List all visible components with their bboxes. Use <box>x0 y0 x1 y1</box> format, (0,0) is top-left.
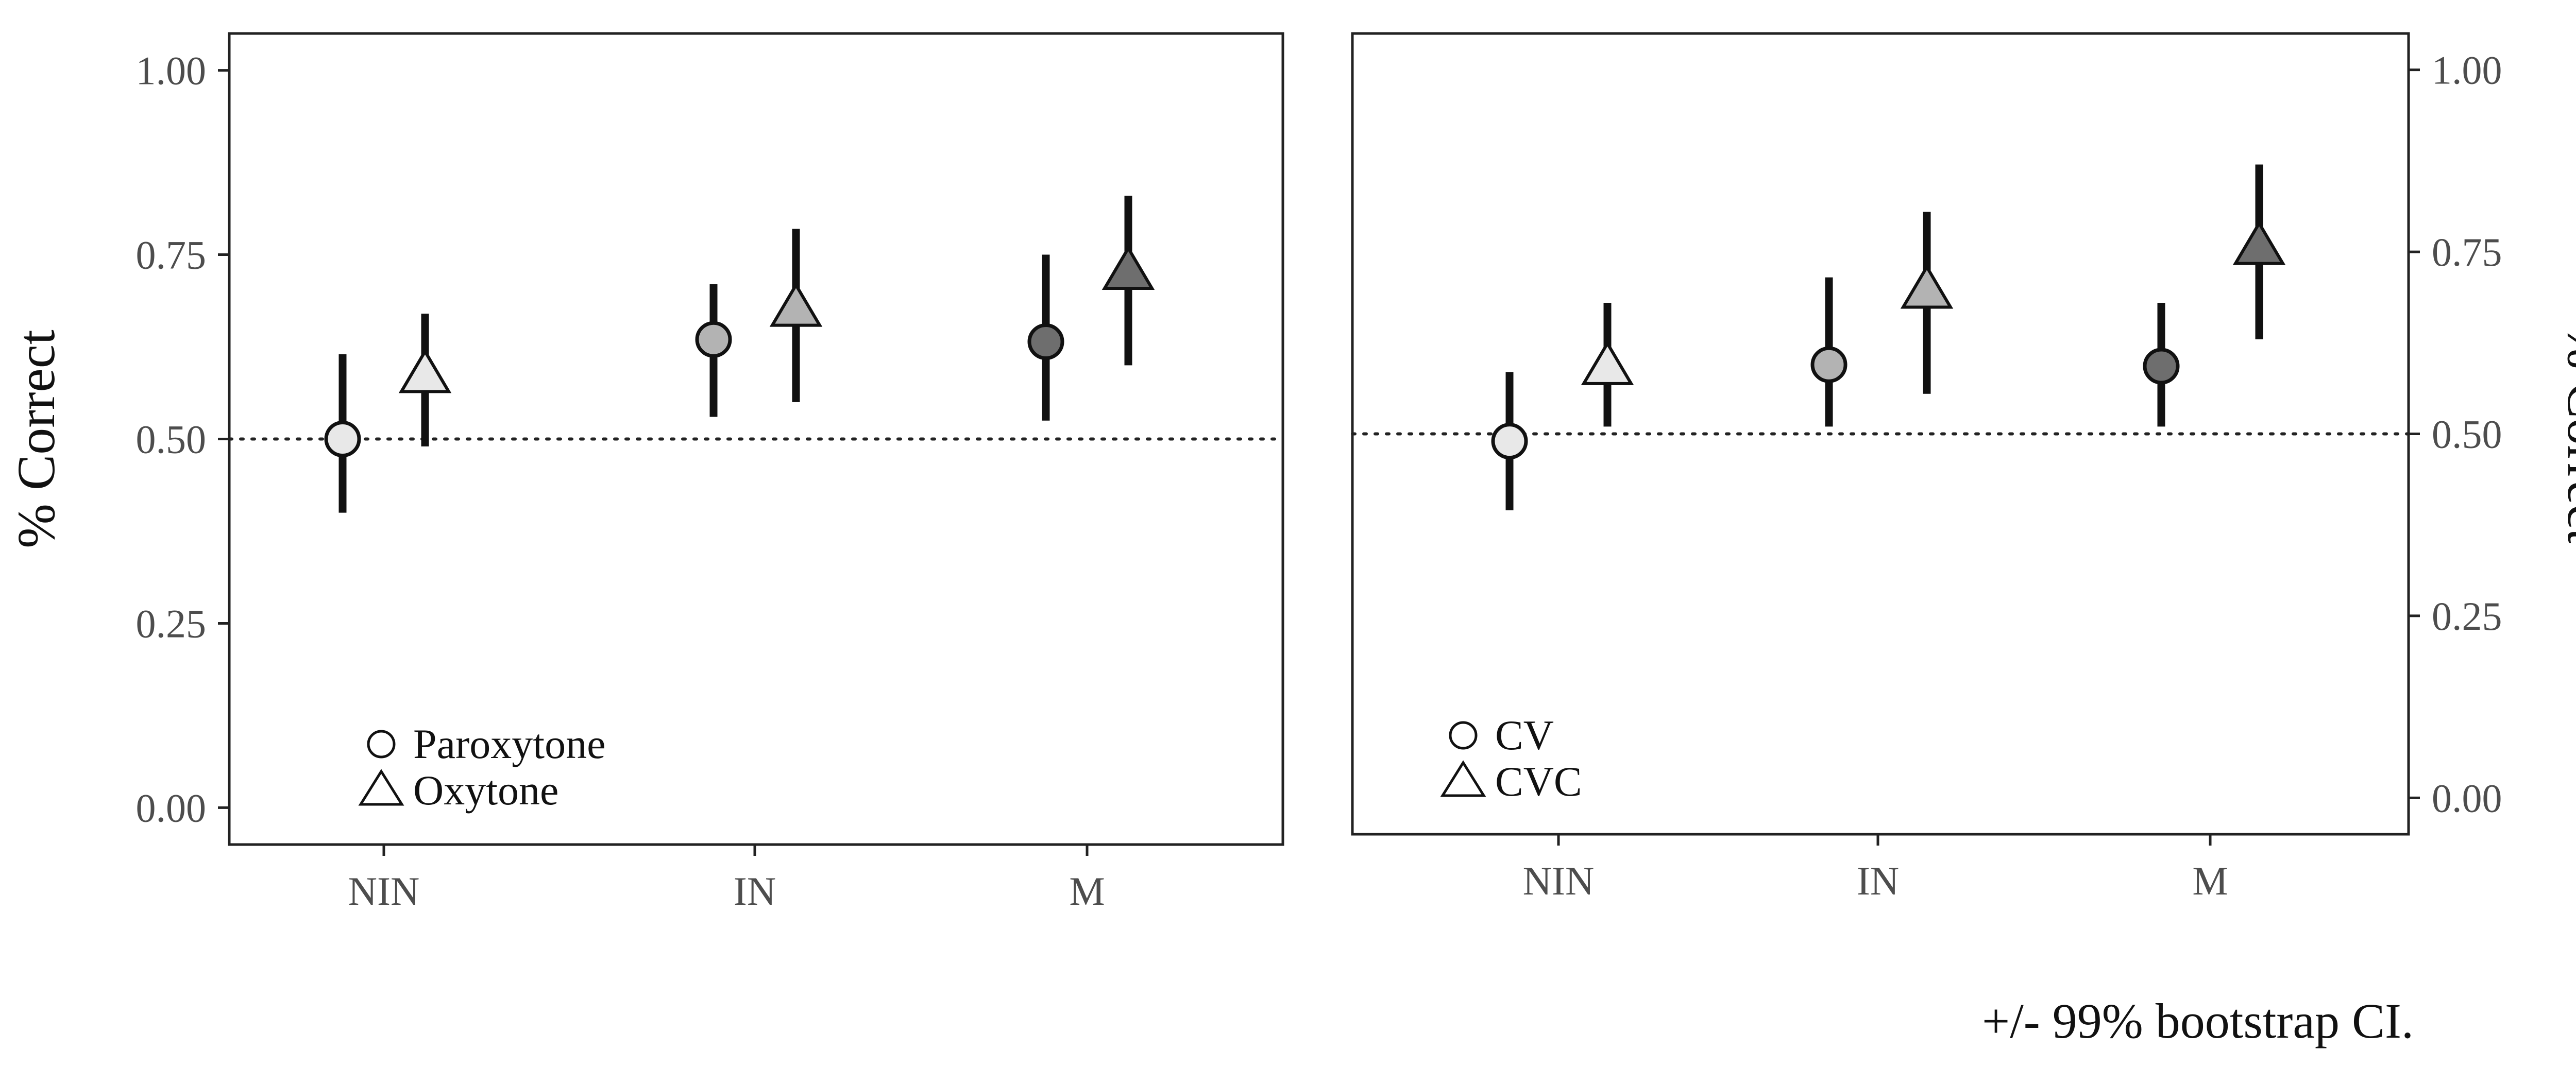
caption-text: +/- 99% bootstrap CI. <box>1982 993 2414 1048</box>
panel-left-ytick-label: 1.00 <box>136 48 207 93</box>
panel-left-xtick-label: IN <box>734 869 776 914</box>
panel-left-point-circle <box>324 421 361 457</box>
panel-left-ytick-label: 0.75 <box>136 233 207 278</box>
panel-right-xtick-label: IN <box>1857 858 1899 903</box>
panel-right-xtick-label: NIN <box>1523 858 1595 903</box>
panel-right-ytick-label: 0.75 <box>2432 230 2502 274</box>
panel-right-point-circle <box>1491 423 1528 460</box>
panel-left-xtick-label: M <box>1069 869 1105 914</box>
panel-left-ylabel: % Correct <box>7 330 66 548</box>
panel-left-legend-circle-icon <box>367 730 396 759</box>
panel-right-ylabel: % Correct <box>2556 324 2576 543</box>
panel-left-point-triangle <box>1101 245 1155 290</box>
panel-left-point-triangle <box>398 348 452 393</box>
panel-left-legend-triangle-icon <box>358 769 404 806</box>
panel-right-legend-label: CVC <box>1495 758 1582 805</box>
panel-right-xtick-label: M <box>2192 858 2228 903</box>
panel-left-ytick-label: 0.25 <box>136 601 207 646</box>
panel-right-legend-triangle-icon <box>1440 760 1486 797</box>
panel-right-ytick-label: 0.00 <box>2432 776 2502 820</box>
panel-left-legend-label: Paroxytone <box>413 720 605 767</box>
panel-left-ytick-label: 0.50 <box>136 417 207 462</box>
panel-right-point-triangle <box>1900 264 1954 309</box>
panel-left-xtick-label: NIN <box>348 869 420 914</box>
panel-right-ytick-label: 1.00 <box>2432 48 2502 93</box>
panel-right-point-triangle <box>1581 340 1634 385</box>
panel-left-point-triangle <box>769 282 823 327</box>
panel-right-point-circle <box>2143 348 2180 385</box>
panel-left-ytick-label: 0.00 <box>136 785 207 830</box>
panel-right-point-circle <box>1810 346 1848 383</box>
panel-left-point-circle <box>1027 323 1064 360</box>
panel-right-legend-label: CV <box>1495 712 1554 759</box>
panel-right-point-triangle <box>2232 220 2286 265</box>
panel-right-ytick-label: 0.50 <box>2432 412 2502 457</box>
panel-left-point-circle <box>695 321 732 358</box>
panel-left-legend-label: Oxytone <box>413 767 558 814</box>
panel-right-ytick-label: 0.25 <box>2432 594 2502 639</box>
panel-right-legend-circle-icon <box>1449 721 1478 750</box>
